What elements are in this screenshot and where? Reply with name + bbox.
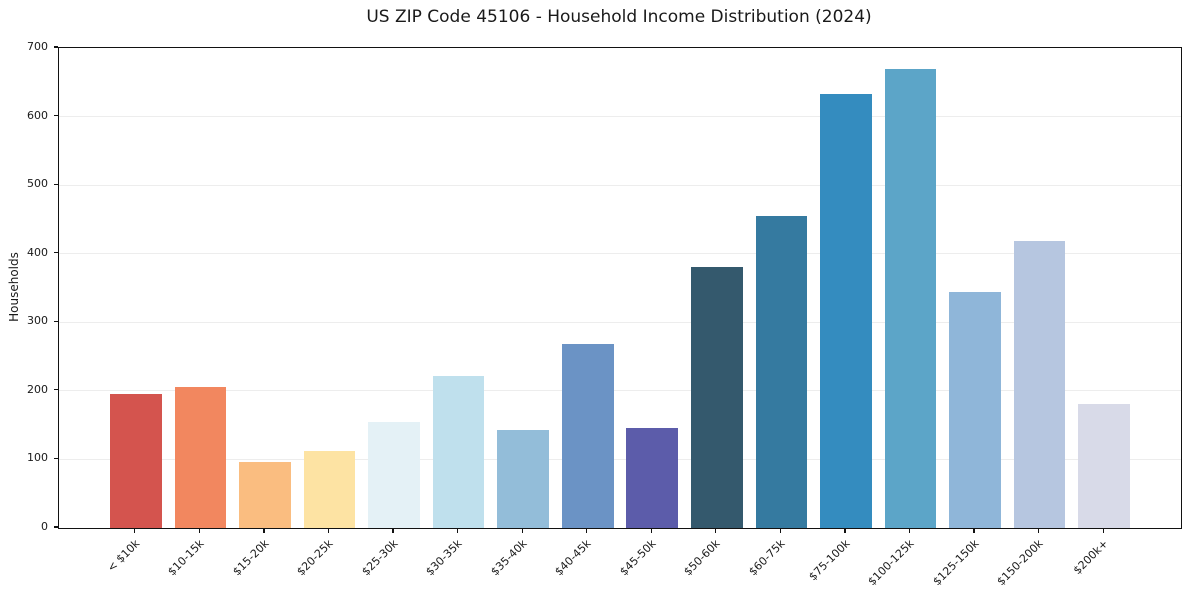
bar-< $10k <box>110 394 162 528</box>
gridline-y-100 <box>59 458 1181 461</box>
bar-$50-60k <box>691 266 743 528</box>
x-tick-mark <box>908 528 911 534</box>
bar-$75-100k <box>820 93 872 528</box>
gridline-y-300 <box>59 321 1181 323</box>
y-tick-mark <box>53 457 58 460</box>
bar-$10-15k <box>174 387 227 528</box>
x-tick-label: $100-125k <box>865 537 917 589</box>
y-tick-label: 200 <box>27 382 48 396</box>
x-tick-mark <box>1102 528 1104 534</box>
gridline-y-500 <box>59 184 1181 186</box>
x-tick-label: $10-15k <box>165 537 207 579</box>
y-tick-label: 100 <box>27 451 48 465</box>
x-tick-label: $50-60k <box>681 537 724 579</box>
bar-$125-150k <box>949 292 1001 528</box>
y-tick-mark <box>53 526 58 528</box>
y-tick-mark <box>53 46 58 48</box>
bar-$35-40k <box>497 429 549 528</box>
x-tick-mark <box>521 528 523 534</box>
x-tick-mark <box>134 528 136 534</box>
x-tick-label: $30-35k <box>423 537 465 579</box>
y-tick-mark <box>53 320 58 322</box>
x-tick-label: < $10k <box>104 537 143 575</box>
bar-$150-200k <box>1013 241 1066 528</box>
y-tick-label: 400 <box>27 245 48 259</box>
y-tick-label: 700 <box>27 40 48 53</box>
x-tick-mark <box>1038 528 1040 534</box>
x-tick-mark <box>844 528 846 534</box>
gridline-y-600 <box>59 115 1181 118</box>
bar-$25-30k <box>368 421 420 528</box>
bar-$30-35k <box>432 375 485 528</box>
x-tick-label: $150-200k <box>994 537 1046 589</box>
x-tick-mark <box>263 528 265 534</box>
chart-title: US ZIP Code 45106 - Household Income Dis… <box>366 7 872 27</box>
y-tick-mark <box>53 183 58 185</box>
y-tick-mark <box>53 114 58 117</box>
x-tick-mark <box>973 528 975 534</box>
x-tick-label: $75-100k <box>805 537 853 584</box>
y-tick-label: 300 <box>27 314 48 328</box>
x-tick-mark <box>779 528 781 534</box>
plot-area <box>58 47 1182 529</box>
x-tick-mark <box>650 528 652 534</box>
x-tick-mark <box>457 528 459 534</box>
y-tick-mark <box>53 252 58 254</box>
bar-$40-45k <box>561 343 614 528</box>
bar-$100-125k <box>884 68 937 528</box>
x-tick-label: $200k+ <box>1070 537 1111 578</box>
y-tick-label: 0 <box>41 520 48 533</box>
x-tick-label: $25-30k <box>358 537 401 579</box>
y-tick-mark <box>53 389 58 391</box>
x-tick-label: $20-25k <box>294 537 336 579</box>
x-tick-mark <box>327 528 330 534</box>
x-tick-label: $45-50k <box>617 537 659 579</box>
x-tick-label: $40-45k <box>552 537 594 579</box>
x-tick-mark <box>715 528 717 534</box>
x-tick-mark <box>586 528 588 534</box>
y-tick-label: 600 <box>27 108 48 122</box>
x-tick-label: $15-20k <box>229 537 272 579</box>
x-tick-label: $60-75k <box>746 537 788 579</box>
bar-$45-50k <box>626 427 679 528</box>
x-tick-label: $35-40k <box>488 537 530 579</box>
bar-$15-20k <box>239 462 291 528</box>
x-tick-mark <box>392 528 394 534</box>
y-tick-label: 500 <box>27 177 48 191</box>
gridline-y-400 <box>59 253 1181 255</box>
x-tick-mark <box>198 528 200 534</box>
bar-$20-25k <box>303 451 356 528</box>
bar-$200k+ <box>1078 403 1130 528</box>
bar-$60-75k <box>755 216 808 528</box>
gridline-y-200 <box>59 390 1181 392</box>
x-tick-label: $125-150k <box>930 537 982 589</box>
